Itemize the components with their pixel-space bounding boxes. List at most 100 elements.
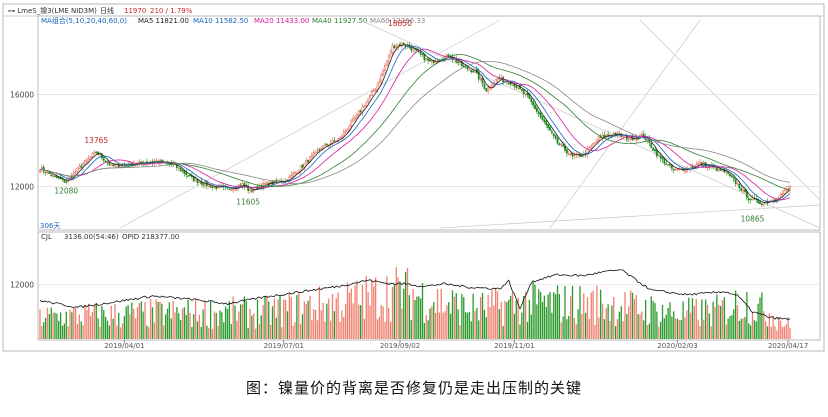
candle-body — [57, 177, 60, 179]
volume-bar — [206, 325, 208, 339]
volume-bar — [316, 320, 319, 339]
candle-body — [97, 151, 100, 155]
volume-bar — [320, 310, 322, 339]
volume-bar — [254, 328, 257, 339]
candle-body — [310, 154, 313, 158]
candle-body — [412, 48, 415, 51]
candle-body — [661, 157, 664, 160]
volume-bar — [470, 321, 472, 339]
volume-bar — [508, 299, 510, 339]
volume-bar — [164, 314, 167, 339]
volume-bar — [129, 314, 131, 339]
volume-bar — [99, 326, 101, 339]
candle-body — [534, 104, 536, 110]
volume-bar — [659, 321, 662, 339]
volume-bar — [429, 308, 431, 339]
candle-body — [654, 149, 656, 152]
candle-body — [425, 58, 428, 61]
candle-body — [659, 155, 662, 159]
candle-body — [762, 201, 765, 205]
price-tick-label: 16000 — [10, 90, 34, 99]
volume-bar — [41, 325, 43, 339]
candle-body — [532, 101, 535, 106]
volume-bar — [628, 306, 630, 339]
volume-bar — [427, 320, 429, 339]
volume-bar — [573, 318, 576, 339]
volume-bar — [112, 318, 114, 339]
volume-bar — [350, 288, 352, 339]
candle-body — [760, 203, 763, 205]
header-bar: ⊶ LmeS_镍3(LME NID3M) 日线 11970 210 / 1.79… — [8, 6, 193, 15]
volume-bar — [260, 315, 262, 339]
volume-bar — [221, 312, 223, 339]
volume-bar — [277, 299, 279, 339]
volume-bar — [455, 293, 457, 339]
candle-body — [194, 178, 197, 182]
volume-bar — [669, 302, 671, 339]
volume-bar — [172, 300, 174, 339]
price-tick-label: 12000 — [10, 183, 34, 192]
candle-body — [177, 167, 180, 169]
volume-bar — [74, 308, 77, 339]
volume-bar — [759, 297, 761, 339]
volume-bar — [502, 326, 504, 339]
ma40-line — [39, 54, 791, 191]
volume-bar — [665, 314, 667, 339]
volume-bar — [301, 314, 304, 339]
volume-bar — [787, 317, 789, 339]
volume-bar — [371, 279, 373, 339]
price-panel — [37, 15, 821, 231]
volume-bar — [719, 305, 722, 339]
volume-bar — [324, 321, 326, 339]
volume-bar — [772, 315, 774, 339]
volume-bar — [789, 327, 791, 339]
volume-bar — [671, 316, 673, 339]
volume-bar — [393, 284, 396, 339]
volume-bar — [523, 295, 525, 339]
ma60-line — [39, 61, 791, 185]
volume-bar — [348, 292, 351, 339]
candle-body — [228, 188, 231, 190]
volume-bar — [176, 306, 178, 339]
candle-body — [230, 189, 233, 191]
candle-body — [39, 169, 41, 172]
volume-bar — [491, 290, 493, 339]
candle-body — [590, 145, 593, 149]
candle-body — [547, 123, 550, 129]
extreme-label: 18850 — [388, 19, 412, 28]
candle-body — [691, 166, 694, 168]
candle-body — [494, 79, 497, 84]
candle-body — [543, 119, 546, 122]
volume-bar — [299, 323, 302, 339]
volume-bar — [431, 306, 433, 339]
volume-bar — [228, 301, 231, 339]
volume-bar — [500, 301, 502, 339]
volume-bar — [444, 311, 446, 339]
volume-bar — [414, 300, 416, 339]
volume-bar — [564, 286, 566, 339]
candle-body — [496, 77, 499, 81]
candle-body — [117, 163, 120, 168]
volume-bar — [513, 313, 516, 339]
volume-bar — [170, 318, 172, 339]
candle-body — [736, 183, 739, 185]
volume-bar — [635, 295, 637, 339]
volume-bar — [448, 302, 450, 339]
volume-bar — [118, 312, 120, 339]
volume-bar — [116, 325, 118, 339]
candle-body — [185, 172, 188, 176]
volume-bar — [718, 304, 720, 339]
volume-bar — [708, 313, 711, 339]
volume-bar — [774, 326, 776, 339]
candle-body — [312, 152, 315, 156]
volume-bar — [178, 313, 180, 339]
volume-bar — [187, 299, 189, 339]
candle-body — [740, 188, 743, 191]
candle-body — [382, 70, 385, 76]
volume-bar — [588, 318, 591, 339]
volume-bar — [466, 312, 469, 339]
volume-bar — [472, 293, 474, 339]
candle-body — [410, 46, 413, 51]
candle-body — [524, 93, 527, 95]
volume-bar — [549, 292, 551, 339]
